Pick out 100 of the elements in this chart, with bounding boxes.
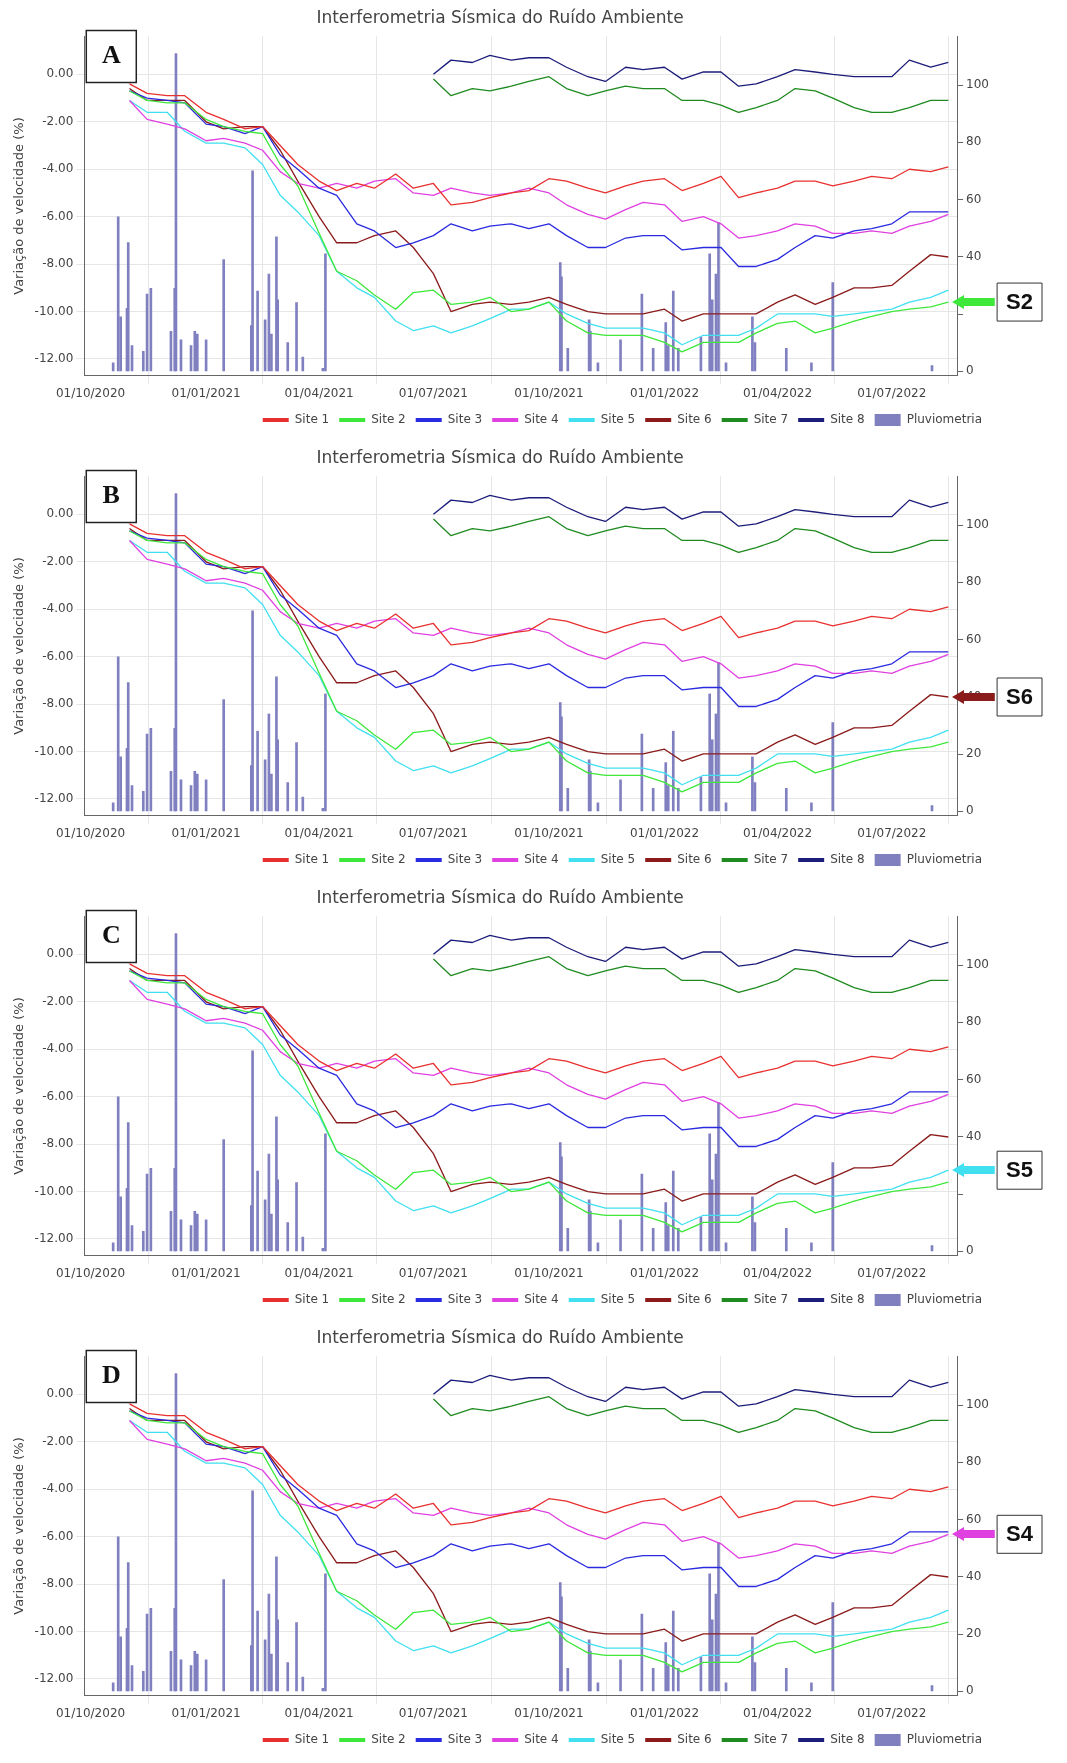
y-tick-label: -10.00	[34, 1183, 74, 1198]
legend-label: Site 1	[294, 412, 330, 427]
legend-label: Site 6	[677, 1292, 712, 1307]
x-tick-label: 01/01/2021	[171, 1265, 241, 1280]
legend-label: Pluviometria	[906, 1292, 983, 1307]
x-tick-label: 01/10/2020	[55, 825, 126, 840]
legend-label: Site 3	[447, 1292, 483, 1307]
y-tick-label: -10.00	[34, 743, 74, 758]
x-tick-label: 01/10/2021	[514, 1705, 584, 1720]
x-tick-label: 01/07/2021	[398, 1265, 468, 1280]
y2-tick-label: 60	[966, 1071, 982, 1086]
y-tick-label: -6.00	[42, 648, 74, 663]
y2-tick-label: 20	[966, 746, 982, 761]
y-tick-label: -8.00	[42, 1576, 74, 1591]
y-tick-label: 0.00	[46, 506, 74, 521]
x-tick-label: 01/04/2021	[284, 1705, 354, 1720]
y-tick-label: 0.00	[46, 1386, 74, 1401]
x-tick-label: 01/04/2021	[284, 825, 354, 840]
y-tick-label: -8.00	[42, 256, 74, 271]
x-tick-label: 01/07/2021	[398, 1705, 468, 1720]
annotation: D	[101, 1360, 121, 1390]
legend-label: Site 2	[371, 852, 406, 867]
y2-tick-label: 60	[966, 1511, 982, 1526]
chart-title: Interferometria Sísmica do Ruído Ambiente	[316, 1326, 684, 1347]
y2-tick-label: 40	[966, 248, 982, 263]
y-axis-title: Variação de velocidade (%)	[11, 997, 27, 1175]
y-tick-label: -6.00	[42, 208, 74, 223]
x-tick-label: 01/07/2022	[857, 1265, 927, 1280]
y-tick-label: -4.00	[42, 1041, 74, 1056]
legend-label: Site 1	[294, 1292, 330, 1307]
legend-label: Site 8	[830, 1292, 865, 1307]
chart-title: Interferometria Sísmica do Ruído Ambiente	[316, 6, 684, 27]
legend-label: Site 7	[753, 852, 789, 867]
legend-label: Site 6	[677, 1732, 712, 1747]
legend-label: Site 7	[753, 412, 789, 427]
y-tick-label: -12.00	[34, 351, 74, 366]
x-tick-label: 01/10/2021	[514, 1265, 584, 1280]
y2-tick-label: 100	[966, 77, 989, 92]
legend-label: Site 3	[447, 412, 483, 427]
y-tick-label: -2.00	[42, 113, 74, 128]
x-tick-label: 01/10/2020	[55, 1705, 126, 1720]
x-tick-label: 01/04/2022	[742, 825, 813, 840]
y2-tick-label: 80	[966, 574, 982, 589]
legend-label: Site 5	[600, 1732, 636, 1747]
x-tick-label: 01/07/2022	[857, 385, 927, 400]
annotation: S2	[1006, 289, 1034, 315]
y2-tick-label: 0	[966, 803, 974, 818]
legend-label: Site 5	[600, 1292, 636, 1307]
annotation: C	[101, 920, 121, 950]
x-tick-label: 01/10/2021	[514, 825, 584, 840]
y-tick-label: -12.00	[34, 1671, 74, 1686]
x-tick-label: 01/01/2022	[629, 385, 700, 400]
legend-label: Site 4	[524, 1292, 559, 1307]
x-tick-label: 01/01/2022	[629, 1265, 700, 1280]
y2-tick-label: 0	[966, 1243, 974, 1258]
x-tick-label: 01/10/2021	[514, 385, 584, 400]
y-tick-label: -2.00	[42, 1433, 74, 1448]
y-tick-label: -8.00	[42, 696, 74, 711]
x-tick-label: 01/01/2021	[171, 1705, 241, 1720]
y-tick-label: -6.00	[42, 1528, 74, 1543]
x-tick-label: 01/01/2022	[629, 1705, 700, 1720]
annotation: S5	[1006, 1157, 1034, 1183]
legend-label: Pluviometria	[906, 852, 983, 867]
y-tick-label: -10.00	[34, 1623, 74, 1638]
x-tick-label: 01/01/2021	[171, 385, 241, 400]
x-tick-label: 01/07/2022	[857, 1705, 927, 1720]
legend-label: Site 6	[677, 412, 712, 427]
y2-tick-label: 100	[966, 957, 989, 972]
y2-tick-label: 100	[966, 517, 989, 532]
y2-tick-label: 40	[966, 1568, 982, 1583]
x-tick-label: 01/04/2021	[284, 1265, 354, 1280]
x-tick-label: 01/04/2022	[742, 1705, 813, 1720]
y-tick-label: -4.00	[42, 161, 74, 176]
y2-tick-label: 100	[966, 1397, 989, 1412]
y2-tick-label: 20	[966, 1626, 982, 1641]
y-tick-label: -12.00	[34, 791, 74, 806]
legend-label: Site 7	[753, 1732, 789, 1747]
legend-label: Site 3	[447, 1732, 483, 1747]
legend-label: Site 4	[524, 412, 559, 427]
y-tick-label: 0.00	[46, 946, 74, 961]
x-tick-label: 01/04/2022	[742, 385, 813, 400]
y2-tick-label: 0	[966, 1683, 974, 1698]
legend-label: Site 2	[371, 1292, 406, 1307]
y-tick-label: -12.00	[34, 1231, 74, 1246]
x-tick-label: 01/01/2022	[629, 825, 700, 840]
y-tick-label: -6.00	[42, 1088, 74, 1103]
legend-label: Site 5	[600, 852, 636, 867]
x-tick-label: 01/01/2021	[171, 825, 241, 840]
y-tick-label: -8.00	[42, 1136, 74, 1151]
legend-label: Site 4	[524, 1732, 559, 1747]
legend-label: Site 2	[371, 412, 406, 427]
chart-title: Interferometria Sísmica do Ruído Ambiente	[316, 886, 684, 907]
annotation: A	[101, 40, 121, 70]
x-tick-label: 01/04/2022	[742, 1265, 813, 1280]
x-tick-label: 01/10/2020	[55, 1265, 126, 1280]
y2-tick-label: 80	[966, 1454, 982, 1469]
legend-label: Site 1	[294, 852, 330, 867]
y-tick-label: -10.00	[34, 303, 74, 318]
y-axis-title: Variação de velocidade (%)	[11, 557, 27, 735]
x-tick-label: 01/07/2022	[857, 825, 927, 840]
